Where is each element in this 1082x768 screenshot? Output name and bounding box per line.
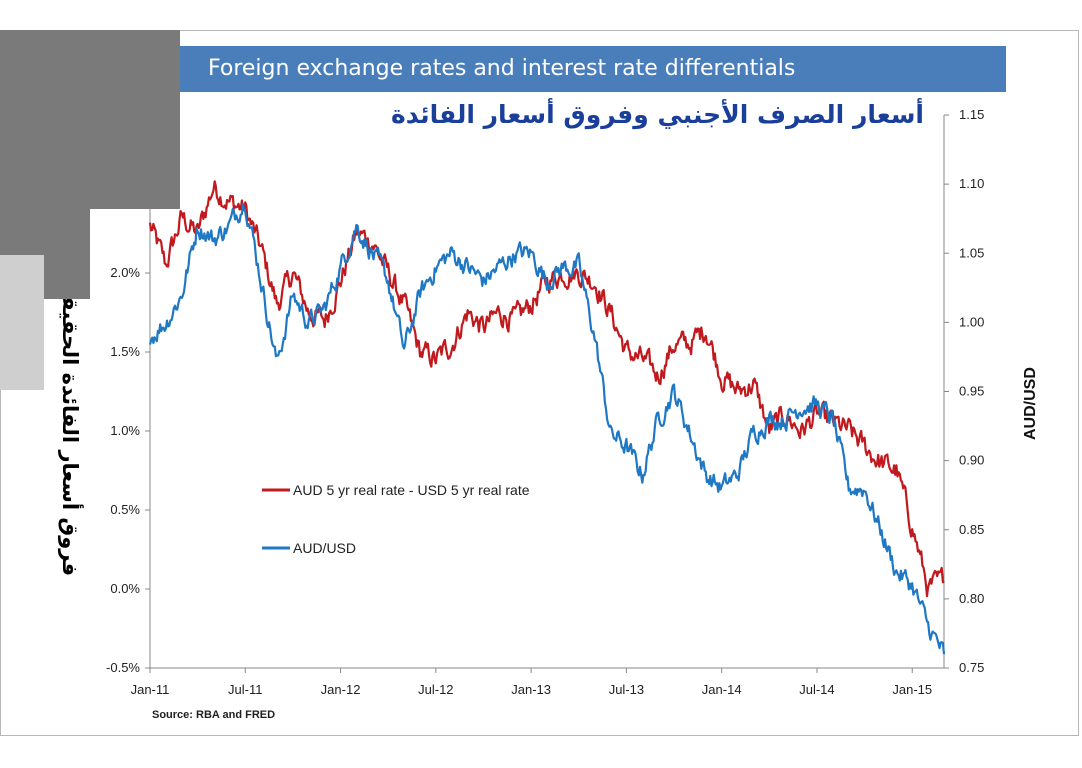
- series-lines: [148, 180, 946, 655]
- x-tick-label: Jan-14: [702, 682, 742, 697]
- x-tick-label: Jul-13: [609, 682, 644, 697]
- left-tick-label: 0.0%: [110, 581, 140, 596]
- x-tick-label: Jul-11: [228, 682, 262, 697]
- left-axis-title-arabic: فروق أسعار الفائدة الحقيقية: [58, 275, 82, 577]
- right-tick-label: 0.95: [959, 384, 984, 399]
- left-tick-label: -0.5%: [106, 660, 140, 675]
- right-tick-label: 0.80: [959, 591, 984, 606]
- chart-title: Foreign exchange rates and interest rate…: [208, 56, 796, 81]
- x-tick-label: Jan-13: [511, 682, 551, 697]
- right-axis-ticks: 0.75 0.80 0.85 0.90 0.95 1.00 1.05 1.10 1.15: [944, 107, 984, 675]
- right-tick-label: 1.05: [959, 245, 984, 260]
- legend-label: AUD/USD: [293, 540, 356, 556]
- right-tick-label: 1.15: [959, 107, 984, 122]
- right-tick-label: 1.00: [959, 314, 984, 329]
- left-tick-label: 2.0%: [110, 265, 140, 280]
- x-tick-label: Jan-12: [321, 682, 361, 697]
- legend-label: AUD 5 yr real rate - USD 5 yr real rate: [293, 482, 530, 498]
- x-tick-label: Jul-12: [418, 682, 453, 697]
- left-axis-ticks: -0.5%0.0%0.5%1.0%1.5%2.0%2.5%3.0%: [106, 107, 945, 675]
- x-tick-label: Jul-14: [799, 682, 834, 697]
- x-axis-ticks: Jan-11 Jul-11 Jan-12 Jul-12 Jan-13 Jul-13 Jan-…: [131, 668, 932, 697]
- grey-overlay-block: [0, 30, 180, 92]
- series-line-aud-usd: [148, 203, 946, 655]
- right-tick-label: 1.10: [959, 176, 984, 191]
- x-tick-label: Jan-11: [131, 682, 170, 697]
- right-tick-label: 0.75: [959, 660, 984, 675]
- series-line-rate-differential: [148, 180, 945, 598]
- light-overlay-block: [0, 255, 44, 390]
- grey-overlay-block: [0, 92, 180, 209]
- legend: AUD 5 yr real rate - USD 5 yr real rate A…: [262, 482, 530, 556]
- title-banner: [66, 46, 1006, 92]
- right-axis-title: AUD/USD: [1022, 367, 1039, 440]
- x-tick-label: Jan-15: [892, 682, 932, 697]
- left-tick-label: 1.5%: [110, 344, 140, 359]
- right-tick-label: 0.85: [959, 522, 984, 537]
- left-tick-label: 1.0%: [110, 423, 140, 438]
- source-note: Source: RBA and FRED: [152, 709, 276, 721]
- chart-title-arabic: أسعار الصرف الأجنبي وفروق أسعار الفائدة: [391, 100, 924, 129]
- left-tick-label: 0.5%: [110, 502, 140, 517]
- right-tick-label: 0.90: [959, 453, 984, 468]
